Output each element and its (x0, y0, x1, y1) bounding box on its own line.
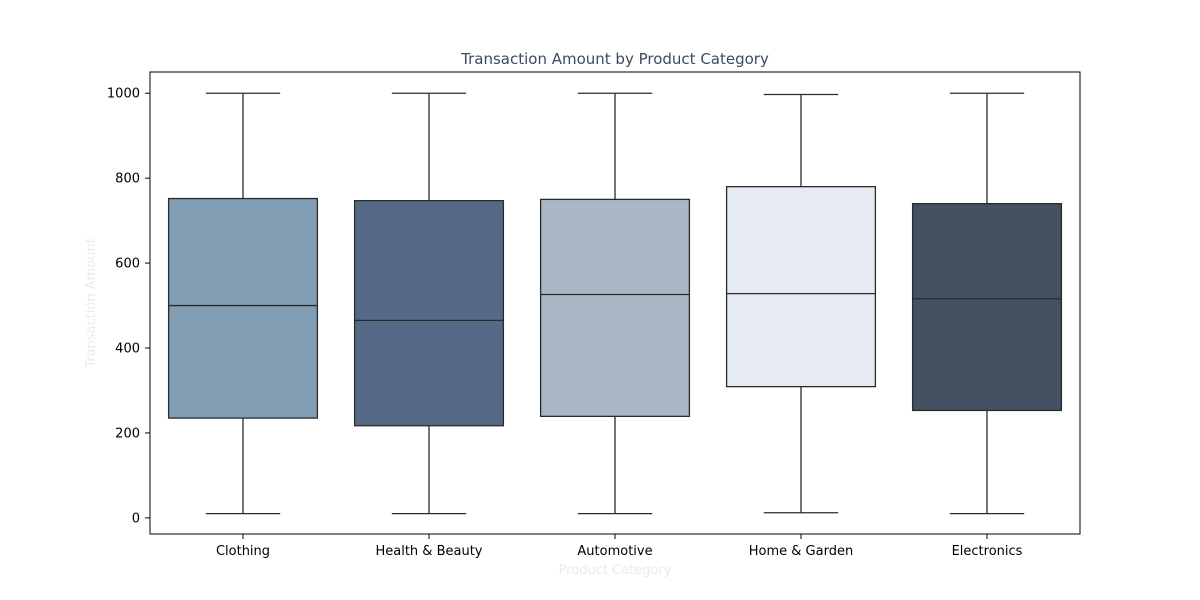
x-tick-label-home-garden: Home & Garden (749, 544, 853, 559)
y-tick-label-400: 400 (115, 342, 140, 357)
y-tick-label-600: 600 (115, 257, 140, 272)
x-tick-label-automotive: Automotive (577, 544, 652, 559)
y-tick-label-800: 800 (115, 172, 140, 187)
x-tick-label-clothing: Clothing (216, 544, 270, 559)
box-health-beauty (353, 200, 505, 427)
y-tick-label-200: 200 (115, 426, 140, 441)
y-axis-label: Transaction Amount (84, 238, 99, 369)
x-axis-label: Product Category (559, 563, 672, 578)
plot-frame (149, 71, 1081, 535)
box-clothing (167, 197, 319, 419)
plot-area: Clothing Health & Beauty Automotive Home & … (107, 71, 1081, 559)
box-automotive (539, 198, 691, 418)
y-tick-label-0: 0 (132, 511, 140, 526)
box-electronics (911, 202, 1063, 412)
chart-title: Transaction Amount by Product Category (460, 50, 769, 68)
x-tick-label-health-beauty: Health & Beauty (375, 544, 482, 559)
x-tick-label-electronics: Electronics (952, 544, 1023, 559)
box-home-garden (725, 186, 877, 388)
y-tick-label-1000: 1000 (107, 87, 140, 102)
